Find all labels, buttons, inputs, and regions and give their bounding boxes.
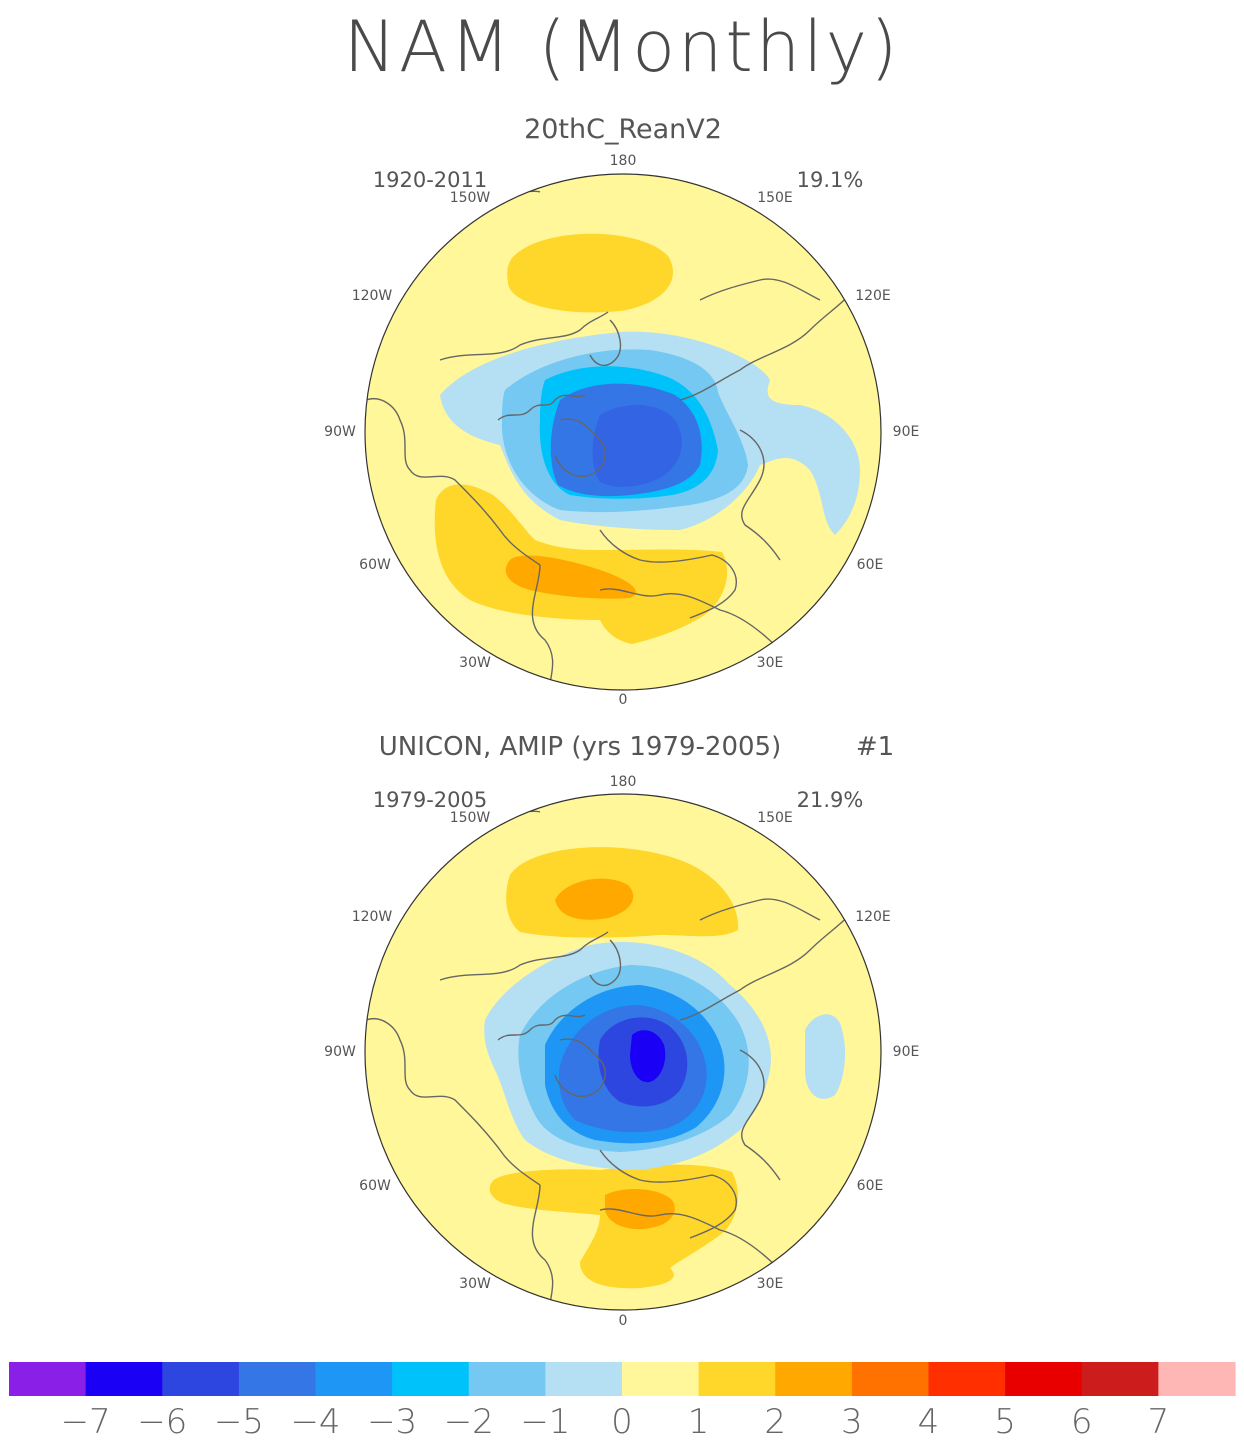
panel-1-lon-upper-left: 120W: [352, 288, 393, 304]
panel-2-lon-top-left: 150W: [450, 810, 491, 826]
panel-1-map: [364, 173, 882, 691]
colorbar-label: −7: [61, 1402, 111, 1442]
colorbar-swatch: [851, 1362, 930, 1396]
colorbar-label: −5: [214, 1402, 264, 1442]
colorbar-label: −1: [520, 1402, 570, 1442]
panel-1-lon-upper-right: 120E: [855, 288, 891, 304]
panel-2-coastlines: [365, 809, 861, 1310]
panel-1-lon-bottom: 0: [619, 692, 628, 708]
colorbar-label: −6: [137, 1402, 187, 1442]
colorbar-swatch: [238, 1362, 317, 1396]
panel-2-variance: 21.9%: [797, 788, 864, 812]
panel-1-negative-anomaly-minus5: [592, 404, 682, 487]
colorbar-label: −4: [290, 1402, 340, 1442]
colorbar-swatch: [1081, 1362, 1159, 1396]
panel-1-lon-top-left: 150W: [450, 190, 491, 206]
panel-1-variance: 19.1%: [797, 168, 864, 192]
panel-1-positive-anomaly-north-pacific: [507, 233, 674, 313]
panel-2-lon-right: 90E: [893, 1044, 920, 1060]
colorbar-swatch: [468, 1362, 546, 1396]
colorbar-swatch: [85, 1362, 163, 1396]
panel-2-lon-top: 180: [610, 774, 637, 790]
panel-1-map-border: [364, 173, 882, 691]
panel-2-map-border: [364, 793, 882, 1311]
panel-1-negative-anomaly-minus4: [550, 383, 702, 497]
colorbar-swatch: [1158, 1362, 1236, 1396]
colorbar-labels: −7 −6 −5 −4 −3 −2 −1 0 1 2 3 4 5 6 7: [61, 1402, 1170, 1442]
colorbar-swatch: [928, 1362, 1006, 1396]
panel-2-negative-anomaly-east-eurasia: [805, 1014, 846, 1099]
colorbar-label: −2: [444, 1402, 494, 1442]
colorbar-swatch: [9, 1362, 87, 1396]
panel-1-coastlines: [365, 189, 861, 690]
panel-1-lon-top-right: 150E: [757, 190, 793, 206]
colorbar-label: 0: [611, 1402, 633, 1442]
colorbar-label: −3: [367, 1402, 417, 1442]
panel-2-map: [364, 793, 882, 1311]
colorbar-swatch: [1005, 1362, 1083, 1396]
colorbar-swatch: [698, 1362, 776, 1396]
panel-2-lon-left: 90W: [324, 1044, 356, 1060]
colorbar-label: 5: [994, 1402, 1016, 1442]
panel-1-lon-top: 180: [610, 153, 637, 169]
colorbar-swatch: [315, 1362, 393, 1396]
colorbar-label: 6: [1071, 1402, 1093, 1442]
colorbar-label: 3: [841, 1402, 863, 1442]
colorbar-swatch: [392, 1362, 470, 1396]
panel-1-contours: [434, 233, 860, 644]
panel-2-positive-anomaly-north-pacific-core: [555, 878, 634, 920]
panel-2-positive-anomaly-atlantic: [489, 1164, 738, 1289]
panel-2-contours: [484, 847, 846, 1289]
panel-1-positive-anomaly-atlantic-core: [505, 555, 636, 599]
panel-2-subtitle: UNICON, AMIP (yrs 1979-2005): [379, 732, 781, 762]
panel-1: 20thC_ReanV2 1920-2011 19.1%: [324, 114, 919, 708]
panel-2-lon-lower-right: 60E: [857, 1178, 884, 1194]
panel-1-lon-lower-right: 60E: [857, 557, 884, 573]
panel-2-positive-anomaly-atlantic-core: [605, 1188, 675, 1230]
colorbar: [9, 1362, 1236, 1396]
panel-1-longitude-labels: 180 150W 150E 120W 120E 90W 90E 60W 60E …: [324, 153, 919, 708]
panel-2-lon-top-right: 150E: [757, 810, 793, 826]
panel-1-lon-bottom-left: 30W: [459, 655, 491, 671]
panel-2-longitude-labels: 180 150W 150E 120W 120E 90W 90E 60W 60E …: [324, 774, 919, 1329]
colorbar-swatch: [622, 1362, 700, 1396]
panel-1-lon-bottom-right: 30E: [757, 655, 784, 671]
colorbar-swatch: [545, 1362, 623, 1396]
colorbar-label: 4: [918, 1402, 940, 1442]
colorbar-label: 2: [764, 1402, 786, 1442]
panel-1-lon-right: 90E: [893, 424, 920, 440]
panel-2-lon-bottom-right: 30E: [757, 1276, 784, 1292]
panel-2-negative-anomaly-minus6: [630, 1030, 666, 1083]
panel-1-subtitle: 20thC_ReanV2: [524, 114, 722, 145]
panel-1-lon-left: 90W: [324, 424, 356, 440]
panel-2: UNICON, AMIP (yrs 1979-2005) #1 1979-200…: [324, 732, 919, 1329]
panel-2-lon-bottom-left: 30W: [459, 1276, 491, 1292]
panel-2-lon-upper-left: 120W: [352, 909, 393, 925]
colorbar-swatch: [162, 1362, 240, 1396]
colorbar-label: 7: [1148, 1402, 1170, 1442]
panel-2-lon-lower-left: 60W: [359, 1178, 391, 1194]
panel-2-extra-label: #1: [856, 732, 894, 762]
colorbar-swatch: [775, 1362, 853, 1396]
panel-1-period: 1920-2011: [373, 168, 487, 192]
panel-2-lon-upper-right: 120E: [855, 909, 891, 925]
main-title: NAM (Monthly): [343, 6, 901, 88]
colorbar-label: 1: [688, 1402, 710, 1442]
panel-1-lon-lower-left: 60W: [359, 557, 391, 573]
panel-2-lon-bottom: 0: [619, 1313, 628, 1329]
panel-2-period: 1979-2005: [373, 788, 487, 812]
